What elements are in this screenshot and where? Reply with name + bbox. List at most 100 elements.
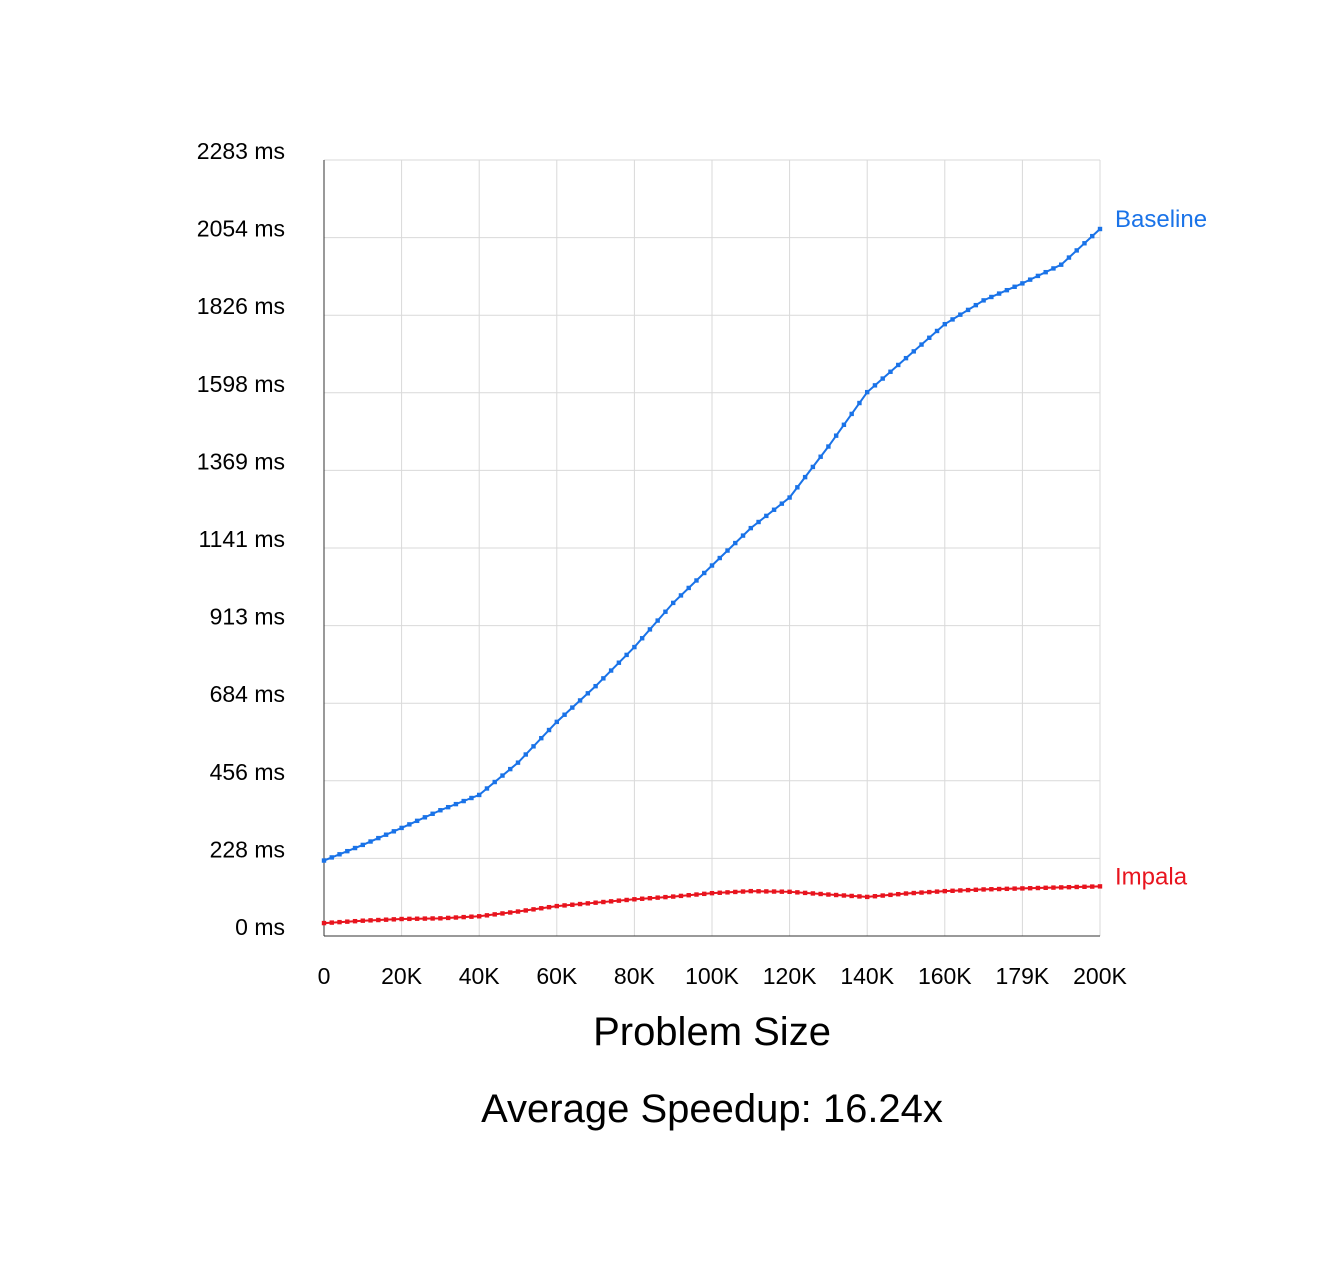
data-point <box>376 835 381 841</box>
data-point <box>1097 226 1103 232</box>
data-point <box>942 321 947 327</box>
data-point <box>577 698 583 703</box>
data-point <box>1090 884 1095 889</box>
data-point <box>1012 284 1017 289</box>
data-point <box>942 888 947 894</box>
data-point <box>880 893 885 898</box>
data-point <box>585 901 591 906</box>
data-point <box>833 892 839 898</box>
x-tick-label: 200K <box>1073 963 1127 989</box>
series-label-impala: Impala <box>1115 863 1188 890</box>
data-point <box>1066 884 1072 890</box>
data-point <box>601 899 606 905</box>
data-point <box>500 773 505 778</box>
data-point <box>841 422 847 427</box>
data-point <box>989 887 994 892</box>
data-point <box>950 888 955 893</box>
data-point <box>671 894 676 899</box>
data-point <box>477 914 482 919</box>
data-point <box>616 898 622 903</box>
data-point <box>764 889 769 894</box>
y-tick-label: 1598 ms <box>197 371 285 397</box>
data-point <box>492 779 497 785</box>
data-point <box>911 890 916 896</box>
data-point <box>973 887 979 892</box>
data-point <box>445 915 451 921</box>
data-point <box>717 555 722 561</box>
y-tick-label: 684 ms <box>210 681 285 707</box>
data-point <box>422 815 428 820</box>
y-tick-labels: 0 ms 228 ms 456 ms 684 ms 913 ms 1141 ms 1369 … <box>197 138 285 940</box>
data-point <box>391 917 397 922</box>
data-point <box>484 786 490 791</box>
data-point <box>585 691 591 696</box>
data-point <box>927 889 932 895</box>
data-point <box>826 444 831 449</box>
axes <box>323 160 1100 937</box>
y-tick-label: 0 ms <box>235 914 285 940</box>
data-point <box>508 766 513 772</box>
chart-subtitle: Average Speedup: 16.24x <box>481 1087 943 1131</box>
data-point <box>477 792 482 798</box>
data-point <box>686 585 691 591</box>
data-point <box>725 548 730 553</box>
data-point <box>1012 886 1017 891</box>
data-point <box>717 890 722 895</box>
data-point <box>539 735 544 741</box>
x-tick-label: 100K <box>685 963 739 989</box>
data-point <box>647 896 653 901</box>
data-point <box>453 915 459 920</box>
data-point <box>756 519 761 525</box>
data-point <box>531 744 536 749</box>
x-tick-label: 80K <box>614 963 656 989</box>
data-point <box>663 894 668 900</box>
data-point <box>546 727 552 733</box>
data-point <box>1020 886 1025 891</box>
data-point <box>632 644 637 650</box>
data-point <box>795 485 800 490</box>
series: Baseline Impala <box>321 206 1207 926</box>
data-point <box>368 839 373 844</box>
data-point <box>958 888 963 893</box>
data-point <box>1027 886 1033 891</box>
data-point <box>965 307 971 313</box>
data-point <box>655 618 660 623</box>
data-point <box>771 889 777 894</box>
data-point <box>438 916 443 921</box>
data-point <box>748 525 753 531</box>
data-point <box>779 501 785 506</box>
x-tick-label: 60K <box>536 963 578 989</box>
data-point <box>740 889 746 894</box>
data-point <box>407 916 412 922</box>
data-point <box>321 858 327 863</box>
data-point <box>818 454 823 459</box>
data-point <box>469 914 474 919</box>
data-point <box>818 891 823 897</box>
data-point <box>593 683 598 689</box>
data-point <box>981 298 986 303</box>
data-point <box>903 891 909 896</box>
data-point <box>919 890 924 895</box>
data-point <box>1035 885 1041 891</box>
data-point <box>702 891 707 897</box>
data-point <box>1082 241 1087 246</box>
data-point <box>733 889 738 895</box>
data-point <box>841 893 847 898</box>
data-point <box>515 760 521 765</box>
data-point <box>934 889 940 894</box>
data-point <box>709 890 715 896</box>
y-tick-label: 1369 ms <box>197 448 285 474</box>
data-point <box>1066 255 1072 260</box>
data-point <box>934 328 940 334</box>
data-point <box>329 920 334 925</box>
data-point <box>927 335 932 340</box>
data-point <box>795 890 800 895</box>
data-point <box>647 627 653 632</box>
data-point <box>469 795 474 801</box>
data-point <box>865 389 870 395</box>
data-point <box>733 540 738 546</box>
data-point <box>577 901 583 907</box>
data-point <box>678 893 684 899</box>
data-point <box>996 886 1002 892</box>
data-point <box>523 752 528 757</box>
